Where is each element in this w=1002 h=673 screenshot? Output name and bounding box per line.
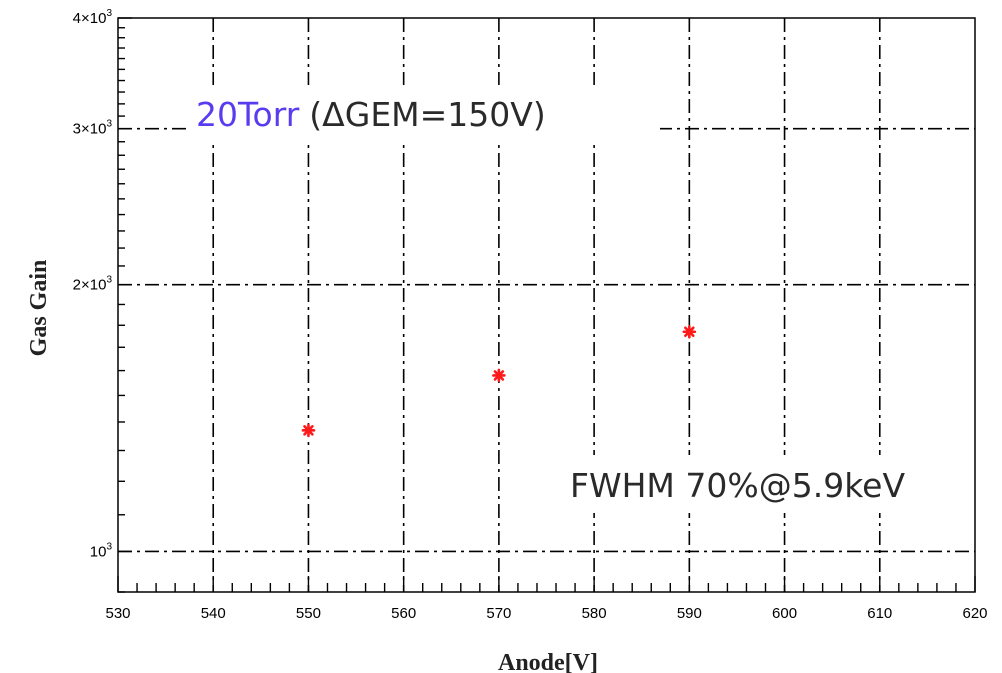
y-tick-label: 3×103	[73, 119, 113, 138]
x-tick-label: 540	[201, 605, 226, 622]
x-tick-label: 570	[486, 605, 511, 622]
x-tick-label: 610	[867, 605, 892, 622]
resolution-annotation: FWHM 70%@5.9keV	[570, 466, 905, 505]
resolution-annotation-background	[564, 455, 968, 513]
y-axis-title: Gas Gain	[26, 260, 52, 357]
condition-annotation-background	[186, 85, 660, 143]
pressure-label: 20Torr	[196, 95, 300, 134]
x-tick-label: 620	[962, 605, 987, 622]
star-marker-center	[306, 427, 311, 433]
y-tick-labels: 103 2×103 3×103 4×103	[73, 8, 113, 560]
x-tick-labels: 530 540 550 560 570 580 590 600 610 620	[105, 605, 987, 622]
condition-annotation: 20Torr (ΔGEM=150V)	[196, 95, 546, 134]
star-marker-center	[496, 373, 502, 378]
data-points	[301, 324, 697, 438]
axis-ticks	[117, 17, 976, 593]
x-tick-label: 560	[391, 605, 416, 622]
x-tick-label: 600	[772, 605, 797, 622]
y-tick-label: 103	[90, 541, 113, 560]
data-point	[301, 423, 316, 438]
x-tick-label: 550	[296, 605, 321, 622]
x-tick-label: 590	[677, 605, 702, 622]
data-point	[492, 368, 506, 383]
x-tick-label: 530	[105, 605, 130, 622]
star-marker-center	[686, 329, 692, 335]
data-point	[682, 324, 697, 339]
delta-gem-label: (ΔGEM=150V)	[309, 95, 545, 134]
x-tick-label: 580	[582, 605, 607, 622]
y-tick-label: 4×103	[73, 8, 113, 27]
y-tick-label: 2×103	[73, 275, 113, 294]
x-axis-title: Anode[V]	[498, 650, 598, 673]
